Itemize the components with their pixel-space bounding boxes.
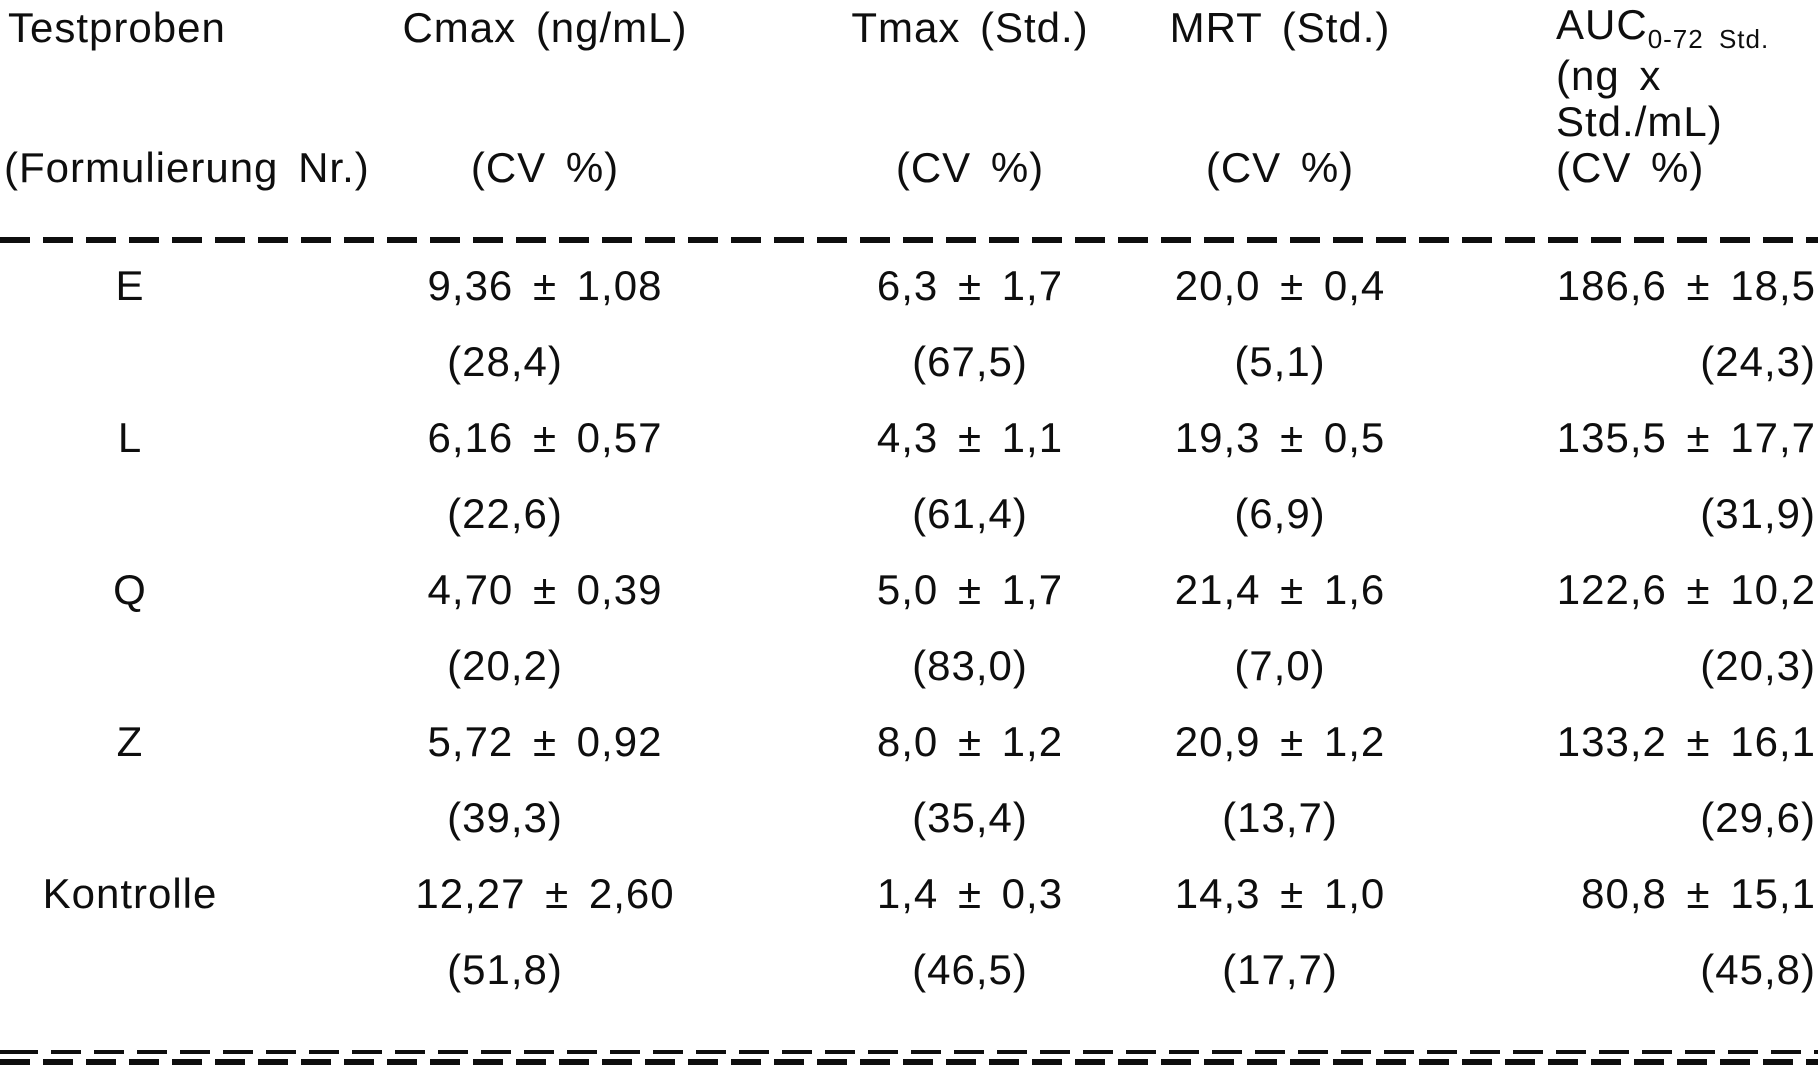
cell-tmax-value: 4,3 ± 1,1 — [876, 414, 1064, 461]
cell-cmax-value: 9,36 ± 1,08 — [427, 262, 663, 309]
cell-mrt-cv: (7,0) — [1234, 642, 1326, 689]
table-row-kontrolle-cv: (51,8) (46,5) (17,7) (45,8) — [0, 932, 1818, 1008]
cell-auc-cv: (45,8) — [1700, 946, 1816, 993]
table-row-l-cv: (22,6) (61,4) (6,9) (31,9) — [0, 476, 1818, 552]
table-row-kontrolle-values: Kontrolle 12,27 ± 2,60 1,4 ± 0,3 14,3 ± … — [0, 856, 1818, 932]
cell-tmax-cv: (61,4) — [912, 490, 1028, 537]
cell-cmax-value: 5,72 ± 0,92 — [427, 718, 663, 765]
cell-auc-value: 80,8 ± 15,1 — [1581, 870, 1816, 917]
cell-tmax-cv: (83,0) — [912, 642, 1028, 689]
cell-mrt-cv: (6,9) — [1234, 490, 1326, 537]
table-row-z-cv: (39,3) (35,4) (13,7) (29,6) — [0, 780, 1818, 856]
header-auc-title: AUC0-72 Std. — [1556, 1, 1770, 55]
table-row-e-cv: (28,4) (67,5) (5,1) (24,3) — [0, 324, 1818, 400]
cell-cmax-value: 4,70 ± 0,39 — [427, 566, 663, 613]
header-auc-unit-2: Std./mL) — [1556, 98, 1723, 145]
cell-mrt-cv: (13,7) — [1222, 794, 1338, 841]
cell-auc-cv: (20,3) — [1700, 642, 1816, 689]
cell-cmax-cv: (20,2) — [447, 642, 563, 689]
cell-auc-cv: (31,9) — [1700, 490, 1816, 537]
row-label: E — [115, 262, 145, 309]
header-cmax-cv: (CV %) — [470, 144, 620, 191]
cell-tmax-value: 1,4 ± 0,3 — [876, 870, 1064, 917]
cell-mrt-cv: (5,1) — [1234, 338, 1326, 385]
header-auc-subscript: 0-72 Std. — [1647, 24, 1770, 54]
row-label: L — [117, 414, 143, 461]
header-testproben: Testproben — [8, 4, 226, 51]
header-auc-block: AUC0-72 Std. (ng x Std./mL) (CV %) — [1556, 2, 1769, 191]
table-row-q-cv: (20,2) (83,0) (7,0) (20,3) — [0, 628, 1818, 704]
cell-tmax-value: 8,0 ± 1,2 — [876, 718, 1064, 765]
table-body: E 9,36 ± 1,08 6,3 ± 1,7 20,0 ± 0,4 186,6… — [0, 248, 1818, 1008]
cell-auc-value: 122,6 ± 10,2 — [1556, 566, 1816, 613]
cell-mrt-value: 14,3 ± 1,0 — [1174, 870, 1386, 917]
footer-dashed-line-upper — [0, 1050, 1818, 1054]
table-row-q-values: Q 4,70 ± 0,39 5,0 ± 1,7 21,4 ± 1,6 122,6… — [0, 552, 1818, 628]
header-mrt-title: MRT (Std.) — [1169, 4, 1391, 51]
cell-auc-cv: (29,6) — [1700, 794, 1816, 841]
footer-dashed-line-lower — [0, 1059, 1818, 1065]
header-tmax-cv: (CV %) — [895, 144, 1045, 191]
header-cmax-title: Cmax (ng/mL) — [402, 4, 688, 51]
header-formulierung-nr: (Formulierung Nr.) — [4, 144, 370, 191]
cell-mrt-value: 20,0 ± 0,4 — [1174, 262, 1386, 309]
cell-auc-value: 133,2 ± 16,1 — [1556, 718, 1816, 765]
cell-cmax-cv: (39,3) — [447, 794, 563, 841]
cell-tmax-value: 6,3 ± 1,7 — [876, 262, 1064, 309]
cell-cmax-cv: (51,8) — [447, 946, 563, 993]
header-tmax-title: Tmax (Std.) — [851, 4, 1089, 51]
cell-tmax-cv: (35,4) — [912, 794, 1028, 841]
cell-auc-cv: (24,3) — [1700, 338, 1816, 385]
cell-tmax-cv: (46,5) — [912, 946, 1028, 993]
cell-auc-value: 135,5 ± 17,7 — [1556, 414, 1816, 461]
cell-mrt-value: 20,9 ± 1,2 — [1174, 718, 1386, 765]
cell-cmax-value: 6,16 ± 0,57 — [427, 414, 663, 461]
header-auc-cv: (CV %) — [1556, 144, 1705, 191]
cell-mrt-value: 19,3 ± 0,5 — [1174, 414, 1386, 461]
header-mrt-cv: (CV %) — [1205, 144, 1355, 191]
table-row-l-values: L 6,16 ± 0,57 4,3 ± 1,1 19,3 ± 0,5 135,5… — [0, 400, 1818, 476]
table-row-z-values: Z 5,72 ± 0,92 8,0 ± 1,2 20,9 ± 1,2 133,2… — [0, 704, 1818, 780]
header-auc-unit-1: (ng x — [1556, 52, 1662, 99]
cell-cmax-cv: (28,4) — [447, 338, 563, 385]
cell-cmax-cv: (22,6) — [447, 490, 563, 537]
row-label: Kontrolle — [42, 870, 218, 917]
header-divider-dashed-line — [0, 237, 1818, 243]
cell-tmax-value: 5,0 ± 1,7 — [876, 566, 1064, 613]
cell-mrt-cv: (17,7) — [1222, 946, 1338, 993]
row-label: Z — [116, 718, 144, 765]
cell-cmax-value: 12,27 ± 2,60 — [415, 870, 675, 917]
row-label: Q — [113, 566, 147, 613]
cell-tmax-cv: (67,5) — [912, 338, 1028, 385]
cell-mrt-value: 21,4 ± 1,6 — [1174, 566, 1386, 613]
cell-auc-value: 186,6 ± 18,5 — [1556, 262, 1816, 309]
table-row-e-values: E 9,36 ± 1,08 6,3 ± 1,7 20,0 ± 0,4 186,6… — [0, 248, 1818, 324]
header-auc-main: AUC — [1556, 1, 1648, 48]
